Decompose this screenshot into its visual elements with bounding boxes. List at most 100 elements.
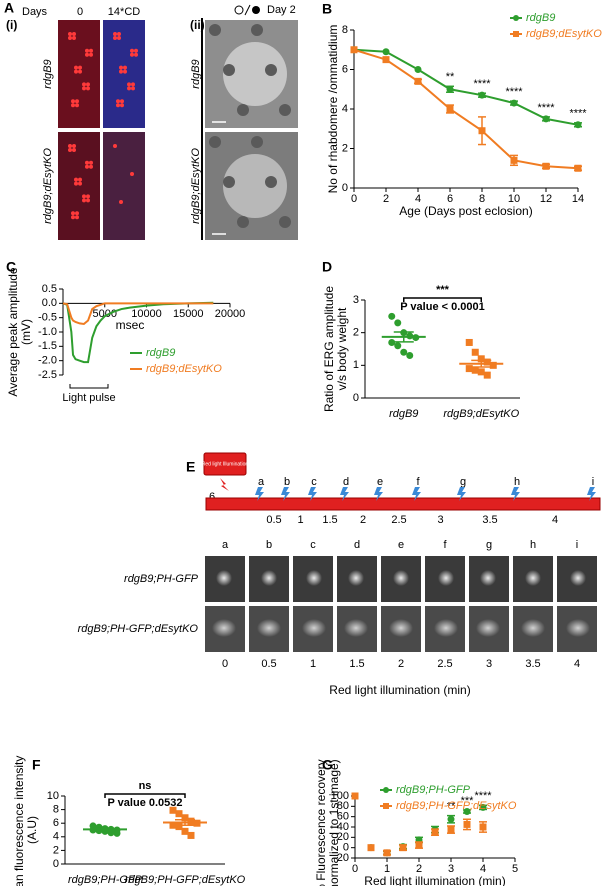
row-label: rdgB9;PH-GFP (124, 573, 199, 585)
rhabdomere (72, 36, 76, 40)
significance-bracket (104, 793, 186, 798)
panel-label: A (4, 0, 14, 16)
rhabdomere (71, 99, 75, 104)
significance: **** (474, 790, 492, 802)
x-tick-label: 0 (351, 193, 357, 205)
time-label: 2 (398, 658, 404, 670)
sub-label: (i) (6, 18, 17, 32)
pulse-bracket (69, 384, 109, 389)
point (447, 826, 455, 834)
rhabdomere (71, 103, 75, 108)
frame-label: g (460, 476, 466, 488)
rhabdomere (86, 194, 90, 199)
x-axis-label: Age (Days post eclosion) (399, 204, 532, 218)
column-label: d (354, 539, 360, 551)
point (414, 66, 422, 73)
point (406, 352, 414, 360)
significance: **** (505, 86, 523, 98)
vacuole (223, 42, 287, 106)
icon (252, 6, 260, 14)
panel-label: C (6, 259, 16, 275)
micrograph (58, 132, 100, 240)
point (542, 115, 550, 123)
fluorescence-spot (302, 619, 326, 637)
header: 14*CD (108, 6, 140, 18)
y-tick-label: 4 (53, 831, 59, 843)
time-label: 1.5 (349, 658, 364, 670)
significance: **** (569, 108, 587, 120)
row-label: rdgB9;PH-GFP;dEsytKO (78, 623, 199, 635)
rhabdomere (72, 144, 76, 148)
row-label: rdgB9 (42, 59, 54, 88)
organelle (209, 136, 221, 148)
y-tick-label: 2 (342, 142, 348, 154)
panel-label: B (322, 1, 332, 17)
significance: **** (473, 78, 491, 90)
legend-label: rdgB9;dEsytKO (146, 363, 222, 375)
x-tick-label: 15000 (173, 308, 204, 320)
y-axis-label: Average peak amplitude (6, 267, 20, 397)
y-tick-label: 0 (53, 858, 59, 870)
rhabdomere (75, 215, 79, 220)
y-axis-label: (A.U) (25, 816, 39, 844)
x-tick-label: 5 (512, 863, 518, 875)
column-label: a (222, 539, 229, 551)
x-axis-label: Red light illumination (min) (329, 683, 470, 697)
column-label: b (266, 539, 272, 551)
significance: ** (446, 71, 455, 83)
legend-marker (513, 15, 519, 21)
series-line (353, 48, 579, 126)
y-axis-label: % Fluorescence recovery (314, 759, 328, 886)
panel-label: F (32, 757, 41, 773)
point (399, 844, 407, 852)
organelle (237, 216, 249, 228)
point (383, 849, 391, 857)
point (483, 371, 491, 379)
point (113, 829, 121, 837)
column-label: h (530, 539, 536, 551)
frame-label: a (258, 476, 265, 488)
rhabdomere (120, 103, 124, 108)
y-tick-label: 20 (337, 831, 349, 843)
x-tick-label: 3 (448, 863, 454, 875)
point (574, 164, 582, 172)
rhabdomere (74, 177, 78, 182)
point (414, 77, 422, 85)
y-tick-label: 80 (337, 800, 349, 812)
x-tick-label: 20000 (215, 308, 246, 320)
y-tick-label: -1.0 (38, 326, 57, 338)
point (510, 99, 518, 107)
rhabdomere (72, 32, 76, 36)
interval-label: 3 (437, 514, 443, 526)
rhabdomere (68, 32, 72, 36)
point (382, 48, 390, 56)
organelle (209, 24, 221, 36)
header: Day 2 (267, 4, 296, 16)
point (463, 808, 471, 815)
rhabdomere (86, 198, 90, 203)
row-label: rdgB9;dEsytKO (42, 148, 54, 224)
fluorescence-spot (344, 619, 368, 637)
point (542, 162, 550, 170)
x-tick-label: 5000 (93, 308, 117, 320)
point (477, 368, 485, 376)
rhabdomere (71, 211, 75, 216)
y-tick-label: 0 (343, 842, 349, 854)
point (394, 342, 402, 350)
rhabdomere (85, 52, 89, 57)
rhabdomere (116, 103, 120, 108)
y-tick-label: 0 (342, 182, 348, 194)
significance: **** (537, 102, 555, 114)
y-tick-label: -2.0 (38, 355, 57, 367)
fluorescence-spot (438, 570, 454, 586)
y-tick-label: 8 (342, 24, 348, 36)
fluorescence-spot (257, 619, 281, 637)
point (431, 828, 439, 836)
rhabdomere (127, 86, 131, 91)
point (169, 821, 177, 829)
point (175, 810, 183, 818)
organelle (265, 176, 277, 188)
rhabdomere (74, 69, 78, 74)
bolt (281, 487, 290, 501)
point (400, 348, 408, 356)
